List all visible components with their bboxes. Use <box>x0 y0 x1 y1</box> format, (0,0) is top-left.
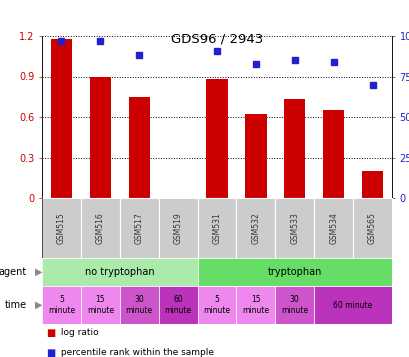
Bar <box>322 110 344 198</box>
Bar <box>42 198 81 258</box>
Text: no tryptophan: no tryptophan <box>85 267 154 277</box>
Bar <box>275 286 313 324</box>
Text: GSM532: GSM532 <box>251 212 260 244</box>
Text: 30
minute: 30 minute <box>125 295 153 315</box>
Bar <box>158 198 197 258</box>
Bar <box>275 198 313 258</box>
Text: ▶: ▶ <box>35 267 43 277</box>
Text: GSM519: GSM519 <box>173 212 182 244</box>
Bar <box>236 286 275 324</box>
Text: 15
minute: 15 minute <box>242 295 269 315</box>
Text: 60
minute: 60 minute <box>164 295 191 315</box>
Bar <box>90 76 111 198</box>
Bar <box>245 114 266 198</box>
Bar <box>119 198 158 258</box>
Text: 5
minute: 5 minute <box>48 295 75 315</box>
Text: 60 minute: 60 minute <box>333 301 372 310</box>
Bar <box>42 286 81 324</box>
Text: 15
minute: 15 minute <box>87 295 114 315</box>
Bar <box>352 198 391 258</box>
Text: ■: ■ <box>46 328 55 338</box>
Bar <box>158 286 197 324</box>
Bar <box>42 258 197 286</box>
Bar <box>81 286 119 324</box>
Text: GSM531: GSM531 <box>212 212 221 244</box>
Text: agent: agent <box>0 267 27 277</box>
Text: time: time <box>5 300 27 310</box>
Text: log ratio: log ratio <box>58 328 99 337</box>
Bar <box>313 198 352 258</box>
Text: GSM517: GSM517 <box>135 212 144 244</box>
Text: GSM534: GSM534 <box>328 212 337 244</box>
Text: GSM565: GSM565 <box>367 212 376 244</box>
Text: GSM533: GSM533 <box>290 212 299 244</box>
Bar <box>51 39 72 198</box>
Bar <box>283 100 305 198</box>
Bar <box>197 286 236 324</box>
Text: GDS96 / 2943: GDS96 / 2943 <box>171 32 263 45</box>
Text: GSM515: GSM515 <box>57 212 66 244</box>
Bar <box>128 97 150 198</box>
Text: tryptophan: tryptophan <box>267 267 321 277</box>
Bar <box>206 79 227 198</box>
Bar <box>119 286 158 324</box>
Text: ■: ■ <box>46 348 55 357</box>
Text: percentile rank within the sample: percentile rank within the sample <box>58 348 214 357</box>
Bar <box>197 258 391 286</box>
Bar <box>197 198 236 258</box>
Bar <box>313 286 391 324</box>
Text: 5
minute: 5 minute <box>203 295 230 315</box>
Text: GSM516: GSM516 <box>96 212 105 244</box>
Bar <box>236 198 275 258</box>
Bar <box>81 198 119 258</box>
Text: 30
minute: 30 minute <box>281 295 308 315</box>
Bar <box>361 171 382 198</box>
Text: ▶: ▶ <box>35 300 43 310</box>
